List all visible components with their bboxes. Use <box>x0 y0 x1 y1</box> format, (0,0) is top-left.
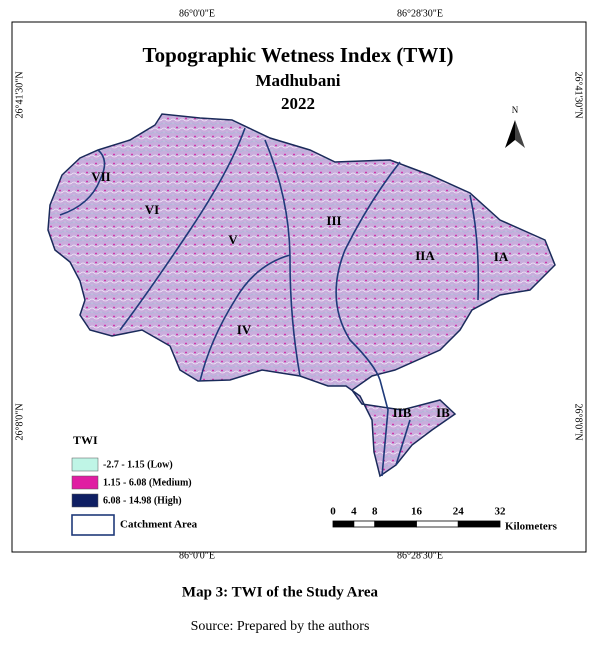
zone-label: IB <box>436 405 450 420</box>
north-label: N <box>512 105 519 115</box>
legend-swatch <box>71 514 115 536</box>
zone-label: IV <box>237 322 252 337</box>
scale-tick-label: 0 <box>330 506 336 518</box>
map-year: 2022 <box>281 94 315 113</box>
coord-label: 26°41'30"N <box>573 71 584 118</box>
zone-label: III <box>326 213 341 228</box>
zone-label: VI <box>145 202 159 217</box>
scale-tick-label: 24 <box>453 506 465 518</box>
scale-tick-label: 16 <box>411 506 423 518</box>
scale-tick-label: 4 <box>351 506 357 518</box>
scale-segment <box>457 520 501 528</box>
catchment-polygon <box>47 113 556 478</box>
coord-label: 86°0'0"E <box>179 8 215 19</box>
north-arrow <box>505 120 515 148</box>
north-arrow <box>515 120 525 148</box>
coord-label: 86°0'0"E <box>179 550 215 561</box>
legend-item: Catchment Area <box>120 519 198 531</box>
legend-swatch <box>71 475 99 490</box>
zone-boundaries <box>59 127 480 477</box>
zone-label: IIB <box>393 405 412 420</box>
legend-swatch <box>71 457 99 472</box>
zone-label: V <box>228 232 238 247</box>
scale-segment <box>416 520 459 528</box>
legend-swatch <box>71 493 99 508</box>
scale-segment <box>332 520 355 528</box>
source: Source: Prepared by the authors <box>191 619 370 634</box>
scale-bar: 0 4 8 16 24 32 <box>330 506 507 528</box>
legend-item: 6.08 - 14.98 (High) <box>103 495 182 506</box>
coord-label: 26°8'0"N <box>14 403 25 440</box>
legend-title: TWI <box>73 433 98 447</box>
coord-label: 86°28'30"E <box>397 8 443 19</box>
scale-tick-label: 32 <box>495 506 507 518</box>
coord-label: 86°28'30"E <box>397 550 443 561</box>
map-subtitle: Madhubani <box>255 71 340 90</box>
caption: Map 3: TWI of the Study Area <box>182 584 379 600</box>
coord-label: 26°8'0"N <box>573 403 584 440</box>
zone-label: IA <box>494 249 509 264</box>
scale-tick-label: 8 <box>372 506 378 518</box>
legend-item: 1.15 - 6.08 (Medium) <box>103 477 192 488</box>
coord-label: 26°41'30"N <box>14 71 25 118</box>
map-title: Topographic Wetness Index (TWI) <box>143 43 454 67</box>
legend-item: -2.7 - 1.15 (Low) <box>103 459 173 470</box>
scale-segment <box>374 520 417 528</box>
zone-label: IIA <box>415 248 435 263</box>
scale-segment <box>353 520 376 528</box>
zone-label: VII <box>91 169 111 184</box>
scale-unit: Kilometers <box>505 521 558 533</box>
